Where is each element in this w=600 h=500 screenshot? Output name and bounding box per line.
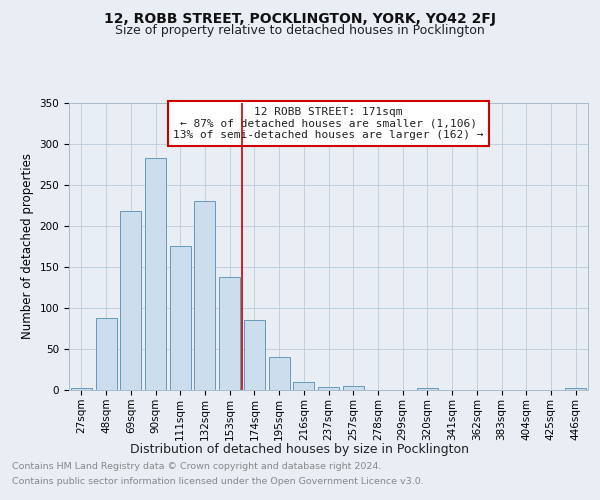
Bar (170, 246, 191, 390)
Bar (95, 318, 116, 390)
Bar (343, 386, 364, 390)
Bar (565, 388, 586, 390)
Text: 12 ROBB STREET: 171sqm
← 87% of detached houses are smaller (1,106)
13% of semi-: 12 ROBB STREET: 171sqm ← 87% of detached… (173, 107, 484, 140)
Bar (219, 276, 240, 390)
Text: Contains HM Land Registry data © Crown copyright and database right 2024.: Contains HM Land Registry data © Crown c… (12, 462, 382, 471)
Y-axis label: Number of detached properties: Number of detached properties (21, 153, 34, 340)
Text: Distribution of detached houses by size in Pocklington: Distribution of detached houses by size … (131, 442, 470, 456)
Bar (417, 388, 438, 390)
Bar (120, 211, 141, 390)
Bar (145, 158, 166, 390)
Bar (194, 201, 215, 390)
Text: 12, ROBB STREET, POCKLINGTON, YORK, YO42 2FJ: 12, ROBB STREET, POCKLINGTON, YORK, YO42… (104, 12, 496, 26)
Bar (269, 357, 290, 390)
Bar (244, 320, 265, 390)
Bar (318, 386, 339, 390)
Text: Size of property relative to detached houses in Pocklington: Size of property relative to detached ho… (115, 24, 485, 37)
Bar (293, 382, 314, 390)
Bar (71, 388, 92, 390)
Text: Contains public sector information licensed under the Open Government Licence v3: Contains public sector information licen… (12, 477, 424, 486)
